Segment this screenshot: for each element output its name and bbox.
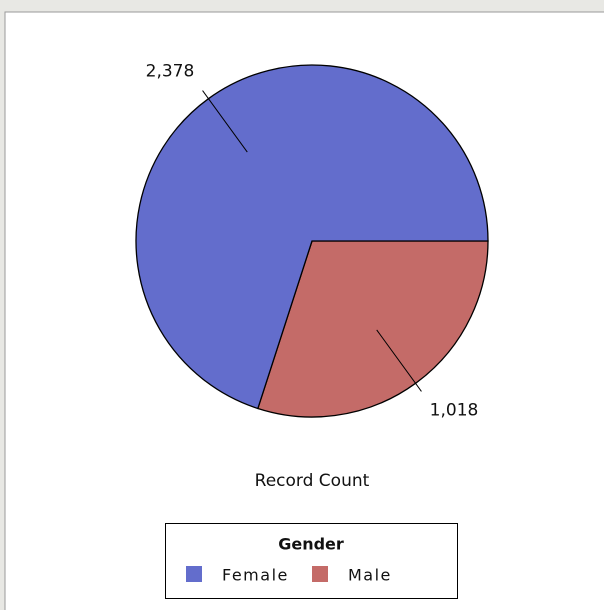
legend-title: Gender [278, 535, 344, 554]
leader-line [376, 329, 422, 392]
legend-swatch [312, 566, 328, 582]
data-label: 1,018 [430, 401, 479, 421]
legend-label: Male [348, 566, 392, 585]
legend-label: Female [222, 566, 289, 585]
legend-box [165, 523, 458, 599]
leader-line [202, 90, 248, 153]
chart-title: Record Count [255, 471, 370, 491]
legend-swatch [186, 566, 202, 582]
data-label: 2,378 [146, 61, 195, 81]
